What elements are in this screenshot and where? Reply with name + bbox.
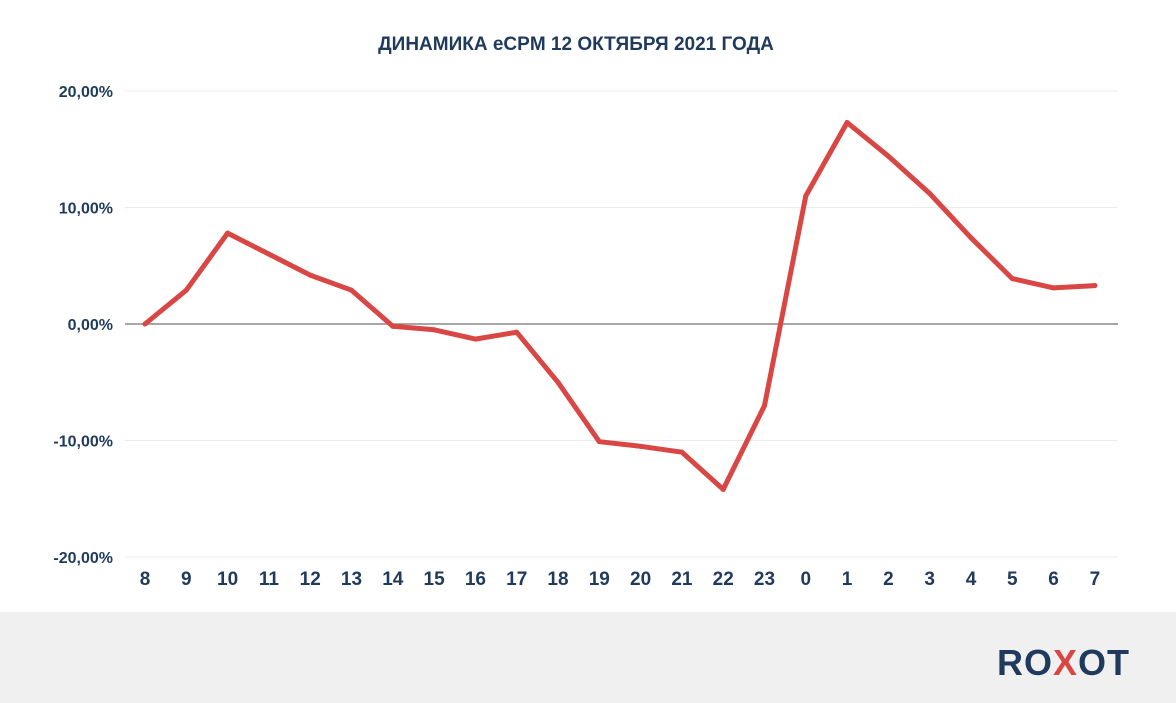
logo-text-right: OT xyxy=(1078,642,1130,683)
logo-text-left: RO xyxy=(996,642,1053,683)
data-point xyxy=(349,287,354,293)
x-tick-label: 7 xyxy=(1090,569,1101,590)
data-point xyxy=(555,379,561,385)
y-tick-label: -10,00% xyxy=(53,434,113,451)
x-tick-label: 10 xyxy=(217,569,238,590)
data-point xyxy=(679,449,685,455)
x-tick-label: 1 xyxy=(842,569,853,590)
x-tick-label: 4 xyxy=(966,569,977,590)
x-tick-label: 18 xyxy=(547,569,568,590)
y-tick-label: 0,00% xyxy=(68,317,113,334)
series-line xyxy=(142,120,1098,492)
x-tick-label: 14 xyxy=(382,569,404,590)
x-tick-label: 12 xyxy=(300,569,321,590)
x-tick-label: 13 xyxy=(341,569,362,590)
x-tick-label: 17 xyxy=(506,569,527,590)
data-point xyxy=(803,193,809,199)
x-tick-label: 19 xyxy=(589,569,610,590)
data-point xyxy=(1051,285,1057,291)
y-tick-label: 20,00% xyxy=(59,84,113,101)
data-point xyxy=(968,235,974,241)
data-point xyxy=(844,119,850,125)
data-point xyxy=(885,153,891,159)
x-tick-label: 21 xyxy=(671,569,693,590)
data-point xyxy=(596,439,602,445)
x-tick-label: 2 xyxy=(883,569,894,590)
data-point xyxy=(142,321,148,327)
data-point xyxy=(1092,283,1098,289)
data-point xyxy=(183,287,189,293)
x-tick-label: 20 xyxy=(630,569,651,590)
x-tick-label: 8 xyxy=(140,569,151,590)
logo-x-mark: X xyxy=(1052,642,1078,683)
x-tick-label: 5 xyxy=(1007,569,1018,590)
y-tick-label: 10,00% xyxy=(59,201,113,218)
footer: ROXOT xyxy=(0,612,1176,703)
chart-title: ДИНАМИКА eCPM 12 ОКТЯБРЯ 2021 ГОДА xyxy=(378,34,774,55)
x-tick-label: 11 xyxy=(259,569,280,590)
roxot-logo: ROXOT xyxy=(997,642,1130,684)
data-point xyxy=(927,191,933,197)
data-point xyxy=(720,486,726,492)
x-tick-label: 16 xyxy=(465,569,486,590)
x-tick-label: 23 xyxy=(754,569,775,590)
x-tick-label: 9 xyxy=(181,569,192,590)
data-point xyxy=(390,323,396,329)
data-point xyxy=(762,403,767,409)
data-point xyxy=(1009,276,1015,282)
data-series xyxy=(142,119,1098,492)
x-axis-ticks: 8 9 10 11 12 13 14 15 16 17 18 19 20 21 22 23 0 1 2 3 4 5 6 7 xyxy=(140,569,1100,590)
data-point xyxy=(307,272,313,278)
data-point xyxy=(266,251,272,257)
chart-svg: ДИНАМИКА eCPM 12 ОКТЯБРЯ 2021 ГОДА 20,00… xyxy=(53,34,1118,590)
y-tick-label: -20,00% xyxy=(53,550,113,567)
data-point xyxy=(225,230,231,236)
x-tick-label: 6 xyxy=(1048,569,1059,590)
data-point xyxy=(472,336,478,342)
data-point xyxy=(431,327,437,333)
x-tick-label: 0 xyxy=(801,569,812,590)
data-point xyxy=(514,329,520,335)
grid-lines xyxy=(125,90,1118,558)
data-point xyxy=(638,443,644,449)
x-tick-label: 15 xyxy=(424,569,446,590)
x-tick-label: 3 xyxy=(924,569,935,590)
chart-area: ДИНАМИКА eCPM 12 ОКТЯБРЯ 2021 ГОДА 20,00… xyxy=(53,34,1118,590)
y-axis-ticks: 20,00% 10,00% 0,00% -10,00% -20,00% xyxy=(53,84,113,567)
x-tick-label: 22 xyxy=(713,569,734,590)
